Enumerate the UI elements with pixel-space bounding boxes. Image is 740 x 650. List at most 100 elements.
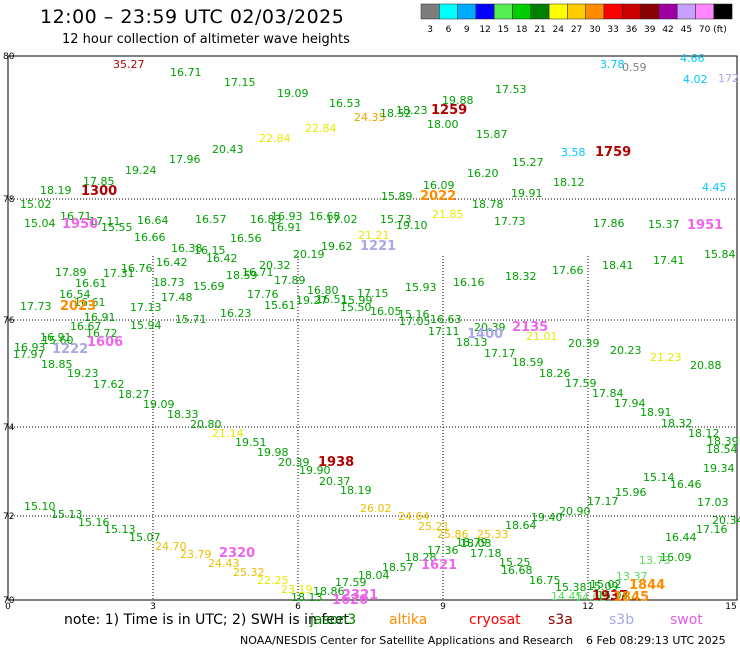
swh-reading: 4.02 [683,73,708,86]
swh-reading: 16.54 [59,288,91,301]
swh-reading: 15.13 [51,508,83,521]
swh-reading: 16.57 [195,213,227,226]
swh-reading: 20.39 [474,321,506,334]
swh-reading: 25.21 [418,520,450,533]
legend-tick-label: 36 [626,25,638,35]
swh-reading: 16.80 [307,284,339,297]
swh-reading: 16.75 [529,574,561,587]
swh-reading: 15.71 [175,313,207,326]
pass-time: 1621 [421,558,457,573]
longitude-label: 12 [582,602,593,612]
swh-reading: 15.50 [340,301,372,314]
swh-reading: 18.19 [40,184,72,197]
swh-reading: 16.20 [467,167,499,180]
pass-time: 1759 [595,145,631,160]
swh-reading: 15.93 [405,281,437,294]
legend-tick-label: 12 [479,25,490,35]
swh-reading: 16.53 [329,97,361,110]
swh-reading: 26.02 [360,502,392,515]
swh-reading: 16.93 [271,210,303,223]
mission-altika: altika [389,612,428,628]
swh-reading: 16.09 [423,179,455,192]
swh-reading: 14.45 [551,590,583,603]
mission-s3b: s3b [609,612,635,628]
swh-reading: 20.34 [712,514,740,527]
swh-reading: 16.91 [84,311,116,324]
legend-tick-label: 70 [699,25,711,35]
swh-reading: 18.59 [512,356,544,369]
swh-reading: 18.73 [153,276,185,289]
swh-reading: 16.23 [220,307,252,320]
swh-reading: 18.03 [460,537,492,550]
swh-reading: 14.05 [575,591,607,604]
swh-reading: 19.34 [703,462,735,475]
legend-tick-label: 21 [534,25,545,35]
generated-timestamp: 6 Feb 08:29:13 UTC 2025 [586,634,726,647]
swh-reading: 19.51 [235,436,267,449]
swh-reading: 16.44 [665,531,697,544]
swh-reading: 17.16 [696,523,728,536]
map-frame [7,55,738,601]
swh-reading: 18.32 [661,417,693,430]
swh-reading: 17.73 [494,215,526,228]
swh-reading: 15.84 [704,248,736,261]
pass-time: 1400 [467,327,503,342]
pass-time: 2321 [342,588,378,603]
pass-time: 1844 [629,578,665,593]
page-title: 12:00 – 23:59 UTC 02/03/2025 [40,6,345,28]
swh-reading: 17.59 [565,377,597,390]
swh-reading: 18.00 [427,118,459,131]
swh-reading: 17.96 [169,153,201,166]
swh-reading: 15.10 [24,500,56,513]
swh-reading: 17.11 [428,325,460,338]
swh-reading: 16.38 [171,242,203,255]
swh-reading: 17.66 [552,264,584,277]
swh-reading: 15.37 [648,218,680,231]
swh-reading: 18.91 [640,406,672,419]
legend-unit: (ft) [713,25,727,35]
swh-reading: 21.85 [432,208,464,221]
latitude-label: 80 [3,52,15,62]
swh-reading: 17.03 [697,496,729,509]
swh-reading: 18.57 [382,561,414,574]
swh-reading: 19.62 [321,240,353,253]
swh-reading: 17.89 [55,266,87,279]
longitude-label: 0 [5,602,11,612]
swh-reading: 15.07 [129,531,161,544]
pass-time: 2135 [512,320,548,335]
mission-cryosat: cryosat [469,612,521,628]
swh-reading: 21.21 [358,229,390,242]
swh-reading: 16.63 [430,313,462,326]
swh-reading: 18.27 [118,388,150,401]
swh-reading: 20.19 [293,248,325,261]
swh-reading: 16.09 [660,551,692,564]
legend-tick-label: 30 [589,25,601,35]
swh-reading: 15.87 [476,128,508,141]
swh-reading: 18.23 [396,104,428,117]
swh-reading: 20.39 [568,337,600,350]
pass-time: 1950 [62,217,98,232]
pass-time: 1300 [81,184,117,199]
swh-reading: 16.93 [14,341,46,354]
swh-reading: 18.32 [505,270,537,283]
swh-reading: 19.24 [125,164,157,177]
swh-reading: 16.61 [75,277,107,290]
swh-reading: 18.54 [706,443,738,456]
swh-reading: 16.56 [230,232,262,245]
swh-reading: 25.86 [437,528,469,541]
swh-reading: 15.04 [597,589,629,602]
swh-reading: 16.61 [74,296,106,309]
swh-reading: 22.25 [257,574,289,587]
legend-tick-label: 45 [681,25,692,35]
swh-reading: 18.64 [505,519,537,532]
swh-reading: 19.23 [67,367,99,380]
swh-reading: 15.61 [264,299,296,312]
swh-reading: 17.11 [89,215,121,228]
axis-labels: 80 78 76 74 72 700 3 6 9 12 15 [3,52,737,612]
swh-reading: 25.32 [233,566,265,579]
swh-reading: 20.23 [610,344,642,357]
swh-reading: 3.58 [561,146,586,159]
legend-tick-label: 33 [607,25,618,35]
swh-reading: 16.91 [40,331,72,344]
